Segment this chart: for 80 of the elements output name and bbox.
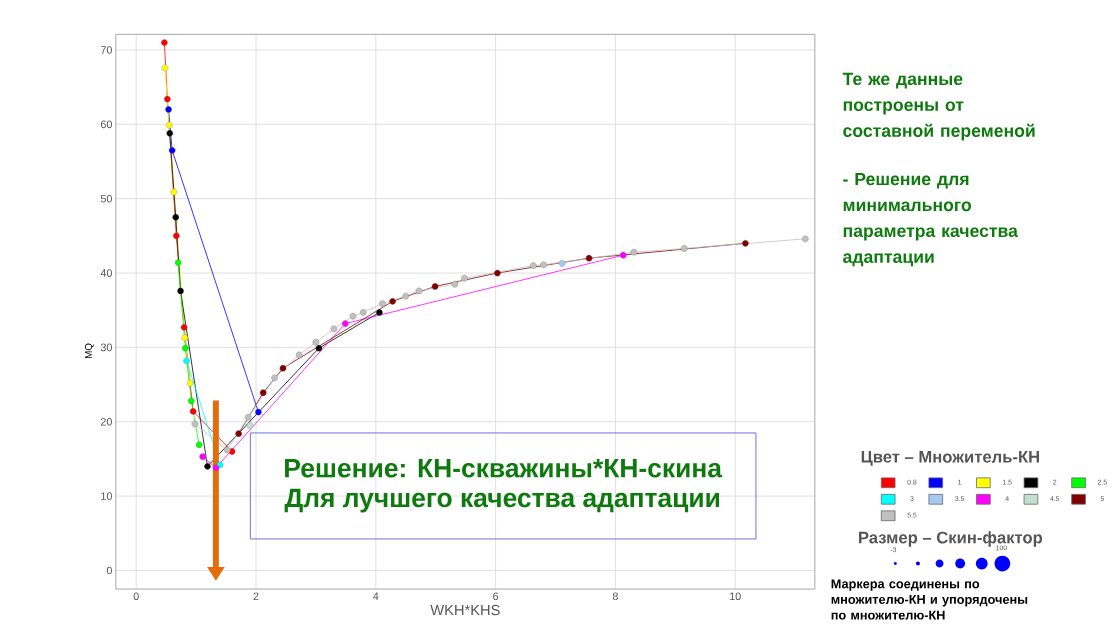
y-tick-label: 10	[101, 492, 112, 500]
point	[312, 338, 320, 346]
y-axis-title: MQ	[85, 343, 94, 358]
point	[271, 374, 278, 382]
point	[170, 188, 178, 196]
point	[802, 235, 809, 243]
point	[172, 213, 180, 221]
y-tick-label: 30	[100, 343, 112, 352]
point	[558, 260, 566, 267]
y-tick-label: 60	[100, 120, 112, 129]
point	[630, 248, 638, 256]
x-tick-label: 8	[612, 592, 618, 601]
point	[742, 239, 749, 247]
y-tick-label: 50	[100, 194, 112, 203]
point	[235, 430, 242, 437]
x-tick-label: 0	[133, 592, 139, 601]
point	[191, 420, 199, 428]
point	[431, 283, 439, 290]
point	[174, 259, 182, 266]
point	[246, 422, 254, 429]
x-tick-label: 4	[373, 592, 379, 600]
point	[166, 129, 174, 137]
point	[315, 344, 323, 352]
point	[585, 254, 593, 262]
point	[180, 323, 188, 331]
x-tick-label: 2	[253, 592, 259, 600]
point	[223, 446, 231, 454]
y-tick-label: 0	[106, 566, 112, 575]
point	[186, 379, 194, 387]
y-tick-label: 70	[100, 46, 112, 54]
point	[165, 121, 173, 129]
point	[212, 464, 220, 472]
point	[402, 292, 410, 300]
y-tick-label: 20	[100, 417, 112, 426]
point	[295, 351, 303, 359]
point	[540, 261, 547, 269]
point	[279, 364, 287, 372]
x-tick-label: 6	[493, 592, 499, 601]
point	[183, 357, 190, 364]
point	[494, 269, 501, 277]
text: Те же данные построены от составной переменой	[842, 72, 1035, 141]
point	[177, 287, 184, 295]
point	[451, 280, 459, 288]
point	[530, 262, 537, 269]
point	[165, 106, 172, 113]
x-tick-label: 10	[730, 592, 741, 601]
point	[161, 64, 169, 72]
point	[619, 251, 627, 259]
point	[376, 309, 383, 316]
point	[244, 413, 252, 421]
point	[164, 95, 171, 103]
point	[188, 397, 195, 405]
point	[461, 274, 468, 282]
point	[161, 39, 168, 46]
point	[330, 325, 338, 333]
point	[341, 320, 349, 327]
y-tick-label: 40	[100, 269, 112, 277]
point	[189, 407, 197, 415]
legend-title: Цвет – Множитель-КН	[861, 451, 1039, 466]
point	[359, 309, 367, 316]
point	[349, 312, 357, 320]
point	[255, 408, 262, 416]
point	[259, 389, 267, 396]
point	[168, 146, 176, 154]
point	[182, 344, 189, 352]
point	[379, 300, 386, 307]
point	[195, 441, 203, 449]
annotation: Для лучшего качества адаптации	[284, 488, 720, 513]
text: Маркера соединены по множителю-КН и упорядочены по множителю-КН	[831, 579, 1028, 620]
point	[181, 334, 189, 341]
point	[415, 287, 423, 295]
text: Размер – Скин-фактор	[859, 531, 1043, 547]
point	[173, 232, 180, 240]
text: - Решение для минимального параметра качества адаптации	[843, 172, 1019, 267]
point	[681, 245, 688, 252]
point	[204, 462, 211, 470]
annotation: Решение: КН-скважины*КН-скина	[285, 458, 723, 478]
point	[199, 453, 206, 460]
x-axis-title: WKH*KHS	[430, 604, 500, 616]
point	[389, 297, 396, 305]
